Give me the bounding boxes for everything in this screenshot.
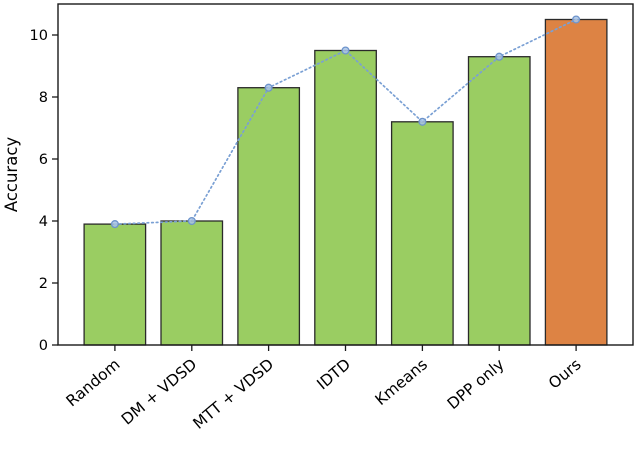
line-marker	[341, 46, 350, 55]
x-tick-label: MTT + VDSD	[190, 355, 278, 433]
bar-mtt-vdsd	[237, 87, 301, 346]
y-tick-label: 0	[39, 338, 48, 354]
line-marker	[110, 220, 119, 229]
y-tick-label: 4	[39, 214, 48, 230]
y-tick-label: 8	[39, 90, 48, 106]
x-tick-label: DM + VDSD	[118, 355, 200, 428]
x-tick-label: IDTD	[313, 355, 354, 393]
bar-idtd	[314, 49, 377, 346]
y-tick-label: 2	[39, 276, 48, 292]
line-marker	[264, 83, 273, 92]
bar-dm-vdsd	[160, 220, 224, 346]
y-tick-label: 6	[39, 152, 48, 168]
y-tick-label: 10	[30, 28, 48, 44]
line-marker	[187, 216, 196, 226]
line-marker	[418, 117, 427, 126]
y-axis-label: Accuracy	[2, 137, 21, 213]
x-tick-label: DPP only	[444, 355, 508, 413]
line-marker	[495, 52, 504, 61]
bar-kmeans	[390, 121, 454, 346]
bar-dpp-only	[467, 56, 531, 346]
line-marker	[572, 15, 581, 24]
x-tick-label: Random	[63, 355, 124, 410]
bar-random	[83, 223, 147, 346]
x-tick-label: Kmeans	[372, 355, 431, 409]
x-tick-label: Ours	[545, 355, 585, 392]
bar-ours	[544, 18, 608, 346]
